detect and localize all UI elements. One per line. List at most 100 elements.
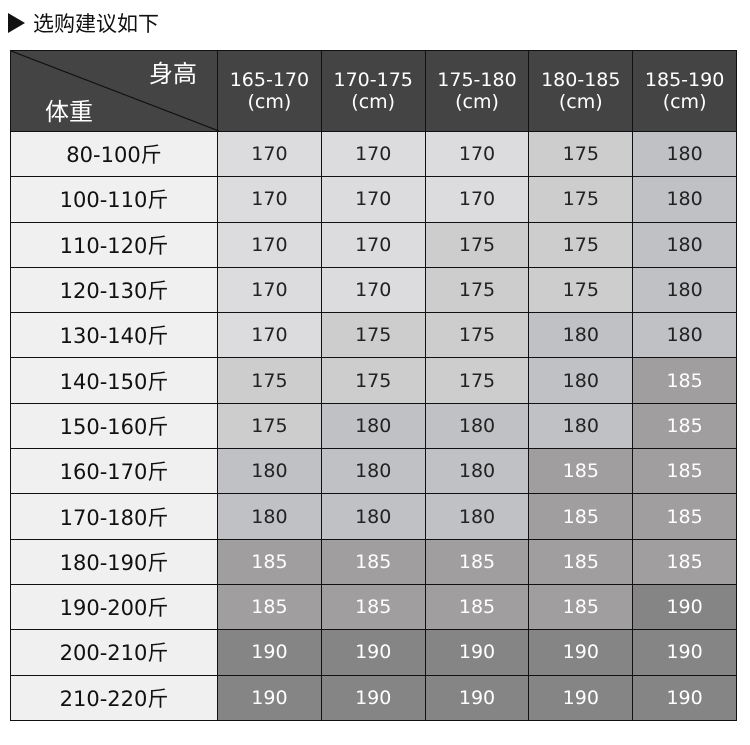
- weight-range-cell: 140-150斤: [10, 357, 218, 404]
- size-cell: 180: [217, 448, 322, 495]
- table-row: 130-140斤 170 175 175 180 180: [10, 312, 737, 359]
- table-row: 170-180斤 180 180 180 185 185: [10, 493, 737, 540]
- size-cell: 170: [217, 130, 322, 178]
- size-cell: 190: [632, 629, 737, 676]
- section-title: 选购建议如下: [8, 8, 159, 38]
- size-cell: 175: [528, 176, 634, 223]
- size-cell: 185: [528, 448, 634, 495]
- table-row: 190-200斤 185 185 185 185 190: [10, 583, 737, 631]
- weight-range-cell: 120-130斤: [10, 266, 218, 314]
- header-row: 身高 体重 165-170 (cm) 170-175 (cm) 175-180 (c…: [10, 50, 737, 132]
- size-cell: 190: [424, 629, 530, 676]
- size-cell: 170: [424, 176, 530, 223]
- weight-range-cell: 210-220斤: [10, 674, 218, 721]
- size-cell: 180: [632, 221, 737, 268]
- size-cell: 180: [632, 312, 737, 359]
- size-cell: 170: [424, 130, 530, 178]
- size-cell: 180: [424, 493, 530, 540]
- size-cell: 175: [528, 266, 634, 314]
- height-label: 身高: [149, 60, 197, 88]
- height-column-header: 185-190 (cm): [632, 50, 737, 132]
- size-cell: 190: [217, 674, 322, 721]
- triangle-bullet-icon: [8, 13, 25, 33]
- size-cell: 185: [424, 538, 530, 585]
- size-cell: 180: [528, 402, 634, 450]
- size-cell: 170: [320, 221, 426, 268]
- height-column-header: 170-175 (cm): [320, 50, 426, 132]
- section-title-text: 选购建议如下: [33, 12, 159, 36]
- size-cell: 175: [424, 266, 530, 314]
- weight-range-cell: 110-120斤: [10, 221, 218, 268]
- size-cell: 175: [528, 130, 634, 178]
- size-cell: 175: [320, 357, 426, 404]
- weight-range-cell: 190-200斤: [10, 583, 218, 631]
- size-cell: 170: [217, 312, 322, 359]
- table-row: 180-190斤 185 185 185 185 185: [10, 538, 737, 585]
- size-cell: 185: [217, 583, 322, 631]
- size-cell: 185: [528, 493, 634, 540]
- table-row: 150-160斤 175 180 180 180 185: [10, 402, 737, 450]
- size-cell: 180: [320, 493, 426, 540]
- size-cell: 180: [424, 448, 530, 495]
- table-row: 80-100斤 170 170 170 175 180: [10, 130, 737, 178]
- size-cell: 185: [528, 538, 634, 585]
- table-row: 110-120斤 170 170 175 175 180: [10, 221, 737, 268]
- size-cell: 185: [217, 538, 322, 585]
- weight-range-cell: 80-100斤: [10, 130, 218, 178]
- size-cell: 170: [217, 221, 322, 268]
- table-row: 120-130斤 170 170 175 175 180: [10, 266, 737, 314]
- weight-range-cell: 100-110斤: [10, 176, 218, 223]
- height-column-header: 180-185 (cm): [528, 50, 634, 132]
- size-cell: 190: [528, 629, 634, 676]
- size-cell: 185: [632, 357, 737, 404]
- size-cell: 185: [320, 583, 426, 631]
- weight-range-cell: 200-210斤: [10, 629, 218, 676]
- size-cell: 180: [320, 448, 426, 495]
- weight-range-cell: 180-190斤: [10, 538, 218, 585]
- weight-label: 体重: [45, 98, 93, 126]
- size-cell: 180: [632, 266, 737, 314]
- corner-header: 身高 体重: [10, 50, 219, 132]
- height-column-header: 165-170 (cm): [217, 50, 322, 132]
- size-cell: 170: [320, 176, 426, 223]
- size-cell: 180: [320, 402, 426, 450]
- size-cell: 175: [217, 357, 322, 404]
- size-cell: 185: [424, 583, 530, 631]
- size-cell: 175: [424, 221, 530, 268]
- table-row: 160-170斤 180 180 180 185 185: [10, 448, 737, 495]
- size-cell: 180: [632, 176, 737, 223]
- size-cell: 170: [320, 266, 426, 314]
- size-cell: 185: [632, 402, 737, 450]
- size-cell: 185: [320, 538, 426, 585]
- size-cell: 180: [217, 493, 322, 540]
- size-cell: 170: [217, 176, 322, 223]
- weight-range-cell: 150-160斤: [10, 402, 218, 450]
- diagonal-divider: [11, 51, 219, 131]
- weight-range-cell: 130-140斤: [10, 312, 218, 359]
- size-chart-table: 身高 体重 165-170 (cm) 170-175 (cm) 175-180 (c…: [10, 50, 737, 721]
- weight-range-cell: 170-180斤: [10, 493, 218, 540]
- size-cell: 175: [528, 221, 634, 268]
- table-row: 200-210斤 190 190 190 190 190: [10, 629, 737, 676]
- size-cell: 170: [320, 130, 426, 178]
- size-cell: 180: [528, 357, 634, 404]
- size-cell: 175: [424, 357, 530, 404]
- size-cell: 180: [528, 312, 634, 359]
- size-cell: 190: [320, 629, 426, 676]
- size-cell: 180: [632, 130, 737, 178]
- table-row: 210-220斤 190 190 190 190 190: [10, 674, 737, 721]
- size-cell: 190: [528, 674, 634, 721]
- size-cell: 175: [320, 312, 426, 359]
- weight-range-cell: 160-170斤: [10, 448, 218, 495]
- size-cell: 185: [632, 538, 737, 585]
- size-cell: 170: [217, 266, 322, 314]
- table-row: 140-150斤 175 175 175 180 185: [10, 357, 737, 404]
- size-cell: 190: [632, 674, 737, 721]
- size-cell: 185: [528, 583, 634, 631]
- size-cell: 190: [632, 583, 737, 631]
- size-cell: 190: [424, 674, 530, 721]
- table-row: 100-110斤 170 170 170 175 180: [10, 176, 737, 223]
- size-cell: 180: [424, 402, 530, 450]
- height-column-header: 175-180 (cm): [424, 50, 530, 132]
- size-cell: 185: [632, 448, 737, 495]
